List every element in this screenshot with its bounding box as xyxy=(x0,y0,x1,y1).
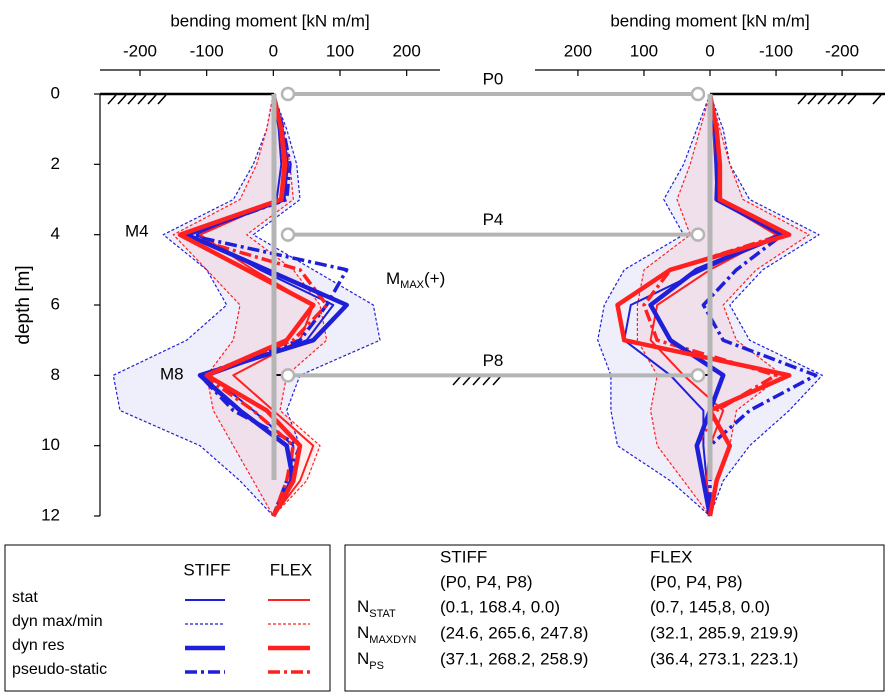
table-cell: (37.1, 268.2, 258.9) xyxy=(440,649,588,668)
series-line xyxy=(615,93,792,517)
table-box xyxy=(344,544,885,692)
y-tick-label: 8 xyxy=(51,365,60,384)
strut-hinge xyxy=(280,86,296,102)
table-header: STIFF xyxy=(440,547,487,566)
y-tick-label: 6 xyxy=(51,294,60,313)
table-subheader: (P0, P4, P8) xyxy=(440,572,533,591)
table-header: FLEX xyxy=(650,547,693,566)
annotation-sub: MAX xyxy=(400,279,425,291)
legend: STIFF FLEX stat dyn max/min dyn res pseudo-st… xyxy=(12,560,312,678)
annotation: M4 xyxy=(125,221,149,240)
strut-hinge xyxy=(690,227,706,242)
series-line xyxy=(195,93,335,517)
x-tick-label: 200 xyxy=(392,41,420,60)
series-line xyxy=(709,93,823,517)
strut-hinge xyxy=(690,86,706,102)
legend-label: dyn res xyxy=(12,637,64,654)
y-tick-label: 10 xyxy=(41,435,60,454)
series-line xyxy=(623,93,781,517)
legend-box xyxy=(4,544,331,692)
legend-label: dyn max/min xyxy=(12,613,103,630)
table-subheader: (P0, P4, P8) xyxy=(650,572,743,591)
legend-label: pseudo-static xyxy=(12,661,107,678)
series-line xyxy=(177,93,316,518)
table-row-label-sub: STAT xyxy=(369,608,396,620)
annotation: M8 xyxy=(160,364,184,383)
table-row-label: NSTAT xyxy=(357,597,396,619)
strut-label: P0 xyxy=(483,69,504,88)
annotation-suffix: (+) xyxy=(424,269,445,288)
x-tick-label: -200 xyxy=(825,41,859,60)
table-row-label-sub: PS xyxy=(369,660,384,672)
table-row-label-sub: MAXDYN xyxy=(369,634,416,646)
annotation-main: M xyxy=(386,269,400,288)
x-tick-label: 0 xyxy=(705,41,714,60)
table-row-label-main: N xyxy=(357,649,369,668)
x-tick-label: -200 xyxy=(123,41,157,60)
struts: P0 P4 P8 xyxy=(280,69,706,383)
x-tick-label: 100 xyxy=(326,41,354,60)
envelope xyxy=(113,94,380,516)
table-cell: (0.7, 145,8, 0.0) xyxy=(650,597,770,616)
strut-hinge xyxy=(280,227,296,242)
series-line xyxy=(172,93,274,517)
annotation: MMAX(+) xyxy=(386,269,445,290)
y-tick-label: 12 xyxy=(41,505,60,524)
series-line xyxy=(597,93,711,517)
envelope xyxy=(173,94,327,516)
x-tick-label: -100 xyxy=(190,41,224,60)
legend-header: FLEX xyxy=(270,560,313,579)
legend-label: stat xyxy=(12,589,38,606)
table-cell: (0.1, 168.4, 0.0) xyxy=(440,597,560,616)
strut-hinge xyxy=(690,368,706,383)
y-tick-label: 2 xyxy=(51,154,60,173)
y-tick-label: 4 xyxy=(51,224,60,243)
strut-hinge xyxy=(280,368,296,383)
table-cell: (24.6, 265.6, 247.8) xyxy=(440,623,588,642)
table-row-label: NMAXDYN xyxy=(357,623,416,645)
table-cell: (32.1, 285.9, 219.9) xyxy=(650,623,798,642)
x-tick-label: 200 xyxy=(564,41,592,60)
x-axis-label: bending moment [kN m/m] xyxy=(170,11,369,30)
y-axis-label: depth [m] xyxy=(13,265,34,344)
table-row-label-main: N xyxy=(357,623,369,642)
x-tick-label: 100 xyxy=(630,41,658,60)
strut-label: P8 xyxy=(483,351,504,370)
x-axis-label: bending moment [kN m/m] xyxy=(610,11,809,30)
series-line xyxy=(112,93,274,517)
table-cell: (36.4, 273.1, 223.1) xyxy=(650,649,798,668)
y-tick-label: 0 xyxy=(51,83,60,102)
walls xyxy=(271,94,713,480)
strut-label: P4 xyxy=(483,210,504,229)
x-tick-label: -100 xyxy=(759,41,793,60)
table-row-label-main: N xyxy=(357,597,369,616)
x-tick-label: 0 xyxy=(269,41,278,60)
series-line xyxy=(636,93,711,517)
table-row-label: NPS xyxy=(357,649,384,671)
table: STIFF(P0, P4, P8)FLEX(P0, P4, P8)NSTAT (0… xyxy=(357,547,798,671)
legend-header: STIFF xyxy=(183,560,230,579)
